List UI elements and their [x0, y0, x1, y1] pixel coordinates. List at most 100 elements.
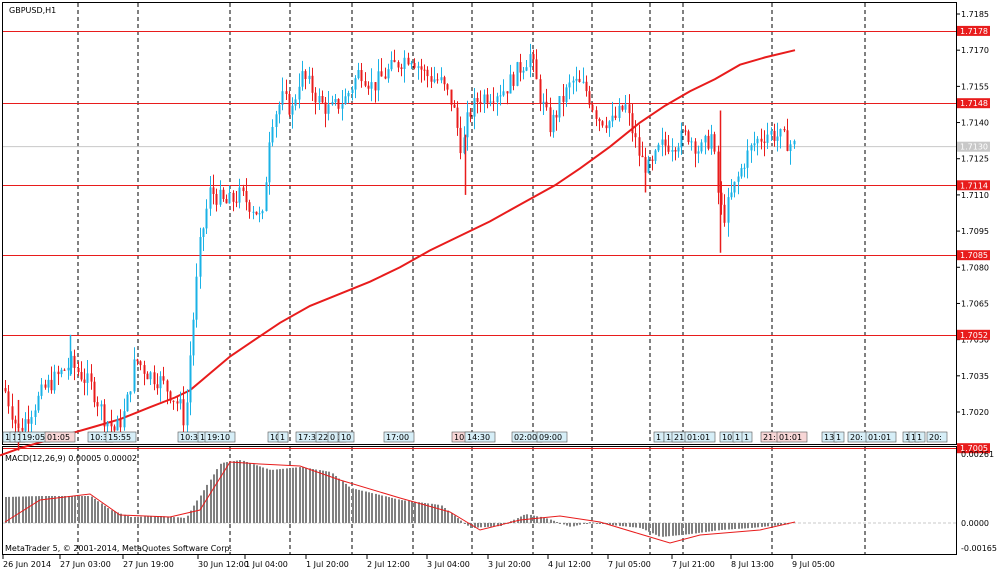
macd-bar — [553, 520, 555, 523]
event-marker[interactable]: 1 — [833, 431, 845, 443]
candle-body — [318, 96, 321, 103]
event-marker-label: 10: — [270, 433, 283, 442]
candle-body — [450, 89, 453, 105]
candle-body — [680, 130, 683, 148]
event-marker[interactable]: 1 — [914, 431, 926, 443]
macd-bar — [688, 523, 690, 535]
event-marker-box — [833, 431, 845, 443]
macd-bar — [375, 493, 377, 523]
candle-body — [44, 384, 47, 388]
event-marker[interactable]: 09:00 — [536, 431, 568, 443]
candle-body — [638, 137, 641, 156]
macd-bar — [322, 470, 324, 523]
macd-bar — [771, 523, 773, 526]
candle-body — [779, 129, 782, 137]
event-marker[interactable]: 1 — [277, 431, 289, 443]
macd-bar — [741, 523, 743, 529]
candle-body — [110, 422, 113, 427]
macd-bar — [550, 519, 552, 523]
macd-bar — [655, 523, 657, 535]
event-marker[interactable]: 10 — [338, 431, 355, 443]
macd-bar — [203, 490, 205, 523]
event-marker[interactable]: 0 — [327, 431, 339, 443]
macd-bar — [183, 517, 185, 523]
macd-bar — [299, 467, 301, 523]
macd-bar — [114, 511, 116, 523]
event-marker[interactable]: 01:01 — [776, 431, 808, 443]
macd-bar — [355, 489, 357, 523]
macd-bar — [579, 523, 581, 525]
macd-bar — [104, 505, 106, 523]
macd-bar — [566, 523, 568, 526]
event-marker-label: 10 — [722, 433, 732, 442]
candle-body — [245, 191, 248, 203]
macd-bar — [269, 469, 271, 523]
event-marker[interactable]: 15:55 — [105, 431, 137, 443]
event-markers[interactable]: 111119:0501:0510:315:5510:3119:1010:117:… — [2, 431, 948, 443]
macd-bar — [190, 510, 192, 523]
event-marker[interactable]: 01:01 — [865, 431, 897, 443]
event-marker-label: 10:3 — [90, 433, 108, 442]
event-marker-box — [44, 431, 76, 443]
event-marker-label: 1 — [12, 433, 17, 442]
candle-body — [189, 355, 192, 403]
candle-body — [595, 110, 598, 119]
candle-body — [261, 211, 264, 214]
macd-bar — [309, 468, 311, 523]
candle-body — [199, 237, 202, 277]
event-marker[interactable]: 1 — [732, 431, 744, 443]
candle-body — [156, 384, 159, 389]
candle-body — [440, 77, 443, 81]
macd-bar — [441, 505, 443, 523]
event-marker-box — [776, 431, 808, 443]
time-tick-label: 1 Jul 04:00 — [245, 560, 288, 569]
candle-body — [591, 104, 594, 111]
event-marker[interactable]: 19:10 — [204, 431, 236, 443]
event-marker[interactable]: 17:00 — [383, 431, 415, 443]
candle-body — [192, 319, 195, 356]
candle-body — [529, 54, 532, 68]
candle-body — [641, 155, 644, 158]
event-marker[interactable]: 01:05 — [44, 431, 76, 443]
candle-body — [80, 372, 83, 380]
candle-body — [572, 80, 575, 83]
macd-bar — [648, 523, 650, 532]
candle-body — [476, 98, 479, 102]
macd-bar — [45, 496, 47, 523]
event-marker-box — [914, 431, 926, 443]
macd-bar — [757, 523, 759, 528]
candle-body — [308, 75, 311, 80]
event-marker[interactable]: 1 — [653, 431, 665, 443]
macd-bar — [569, 523, 571, 527]
macd-bar — [120, 513, 122, 523]
event-marker[interactable]: 01:01 — [684, 431, 716, 443]
event-marker[interactable]: 20: — [926, 431, 948, 443]
macd-bar — [361, 490, 363, 523]
candle-body — [186, 402, 189, 426]
macd-bar — [365, 491, 367, 523]
time-tick-label: 7 Jul 05:00 — [608, 560, 651, 569]
macd-bar — [31, 496, 33, 523]
macd-bar — [705, 523, 707, 533]
event-marker[interactable]: 20: — [847, 431, 869, 443]
macd-bar — [480, 523, 482, 528]
candle-body — [205, 208, 208, 229]
candle-body — [341, 104, 344, 109]
candle-body — [410, 63, 413, 65]
candle-body — [420, 66, 423, 70]
candle-body — [149, 372, 152, 380]
event-marker[interactable]: 14:30 — [464, 431, 496, 443]
candle-body — [545, 101, 548, 108]
candle-body — [126, 394, 129, 412]
candle-body — [621, 105, 624, 110]
macd-bar — [424, 503, 426, 523]
macd-bar — [223, 462, 225, 523]
macd-bar — [596, 522, 598, 524]
macd-bar — [94, 498, 96, 523]
macd-bar — [216, 469, 218, 523]
macd-bar — [391, 497, 393, 523]
event-marker-label: 20: — [929, 433, 942, 442]
event-marker[interactable]: 1 — [741, 431, 753, 443]
candle-body — [255, 211, 258, 215]
